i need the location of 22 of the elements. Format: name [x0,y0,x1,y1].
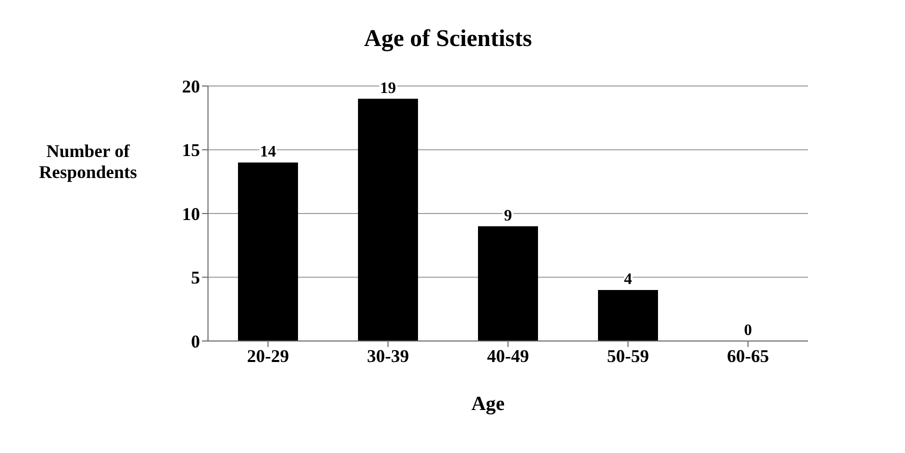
y-tick-label: 0 [191,331,200,352]
data-label: 19 [380,80,396,97]
x-tick-label: 50-59 [607,346,649,366]
y-axis-title: Number of Respondents [38,140,138,183]
x-axis-title: Age [470,393,506,416]
y-tick-label: 5 [191,268,200,288]
y-tick-label: 15 [182,140,200,160]
x-tick-label: 40-49 [487,346,529,366]
bar [358,98,418,341]
x-tick-label: 30-39 [367,346,409,366]
y-tick-label: 10 [182,204,200,224]
bar [238,162,298,341]
x-tick-label: 20-29 [247,346,289,366]
data-label: 0 [744,322,752,339]
x-tick-label: 60-65 [727,346,769,366]
bar [478,226,538,341]
data-label: 4 [624,271,632,288]
data-label: 14 [260,144,276,160]
data-label: 9 [504,207,512,224]
y-tick-label: 20 [182,76,200,96]
bar [598,290,658,341]
chart-title: Age of Scientists [363,25,533,54]
